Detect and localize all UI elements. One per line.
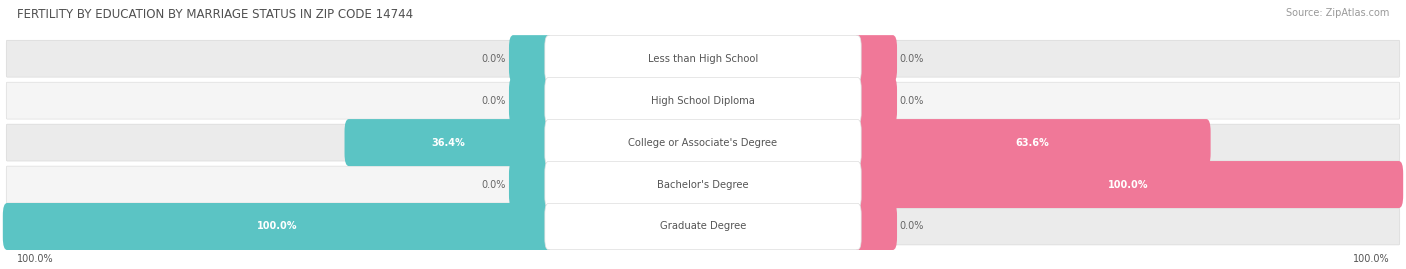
Text: Bachelor's Degree: Bachelor's Degree [657,179,749,190]
Text: Less than High School: Less than High School [648,54,758,64]
Text: FERTILITY BY EDUCATION BY MARRIAGE STATUS IN ZIP CODE 14744: FERTILITY BY EDUCATION BY MARRIAGE STATU… [17,8,413,21]
FancyBboxPatch shape [6,82,1400,119]
Text: 0.0%: 0.0% [900,95,924,106]
FancyBboxPatch shape [6,208,1400,245]
Text: 100.0%: 100.0% [257,221,298,232]
FancyBboxPatch shape [546,36,860,82]
Text: High School Diploma: High School Diploma [651,95,755,106]
FancyBboxPatch shape [509,35,553,82]
Text: 0.0%: 0.0% [482,54,506,64]
FancyBboxPatch shape [509,161,553,208]
Text: 0.0%: 0.0% [482,95,506,106]
Text: 0.0%: 0.0% [900,221,924,232]
FancyBboxPatch shape [546,119,860,166]
Text: 100.0%: 100.0% [1108,179,1149,190]
Text: 0.0%: 0.0% [482,179,506,190]
FancyBboxPatch shape [853,77,897,124]
FancyBboxPatch shape [546,203,860,250]
Text: Source: ZipAtlas.com: Source: ZipAtlas.com [1285,8,1389,18]
Text: Graduate Degree: Graduate Degree [659,221,747,232]
FancyBboxPatch shape [853,161,1403,208]
FancyBboxPatch shape [546,161,860,208]
FancyBboxPatch shape [546,77,860,124]
Text: 100.0%: 100.0% [17,254,53,264]
Text: 63.6%: 63.6% [1015,137,1049,148]
Text: 100.0%: 100.0% [1353,254,1389,264]
Text: College or Associate's Degree: College or Associate's Degree [628,137,778,148]
FancyBboxPatch shape [853,35,897,82]
Text: 0.0%: 0.0% [900,54,924,64]
Text: 36.4%: 36.4% [432,137,465,148]
FancyBboxPatch shape [6,40,1400,77]
FancyBboxPatch shape [6,166,1400,203]
FancyBboxPatch shape [853,203,897,250]
FancyBboxPatch shape [6,124,1400,161]
FancyBboxPatch shape [509,77,553,124]
FancyBboxPatch shape [344,119,553,166]
FancyBboxPatch shape [853,119,1211,166]
FancyBboxPatch shape [3,203,553,250]
